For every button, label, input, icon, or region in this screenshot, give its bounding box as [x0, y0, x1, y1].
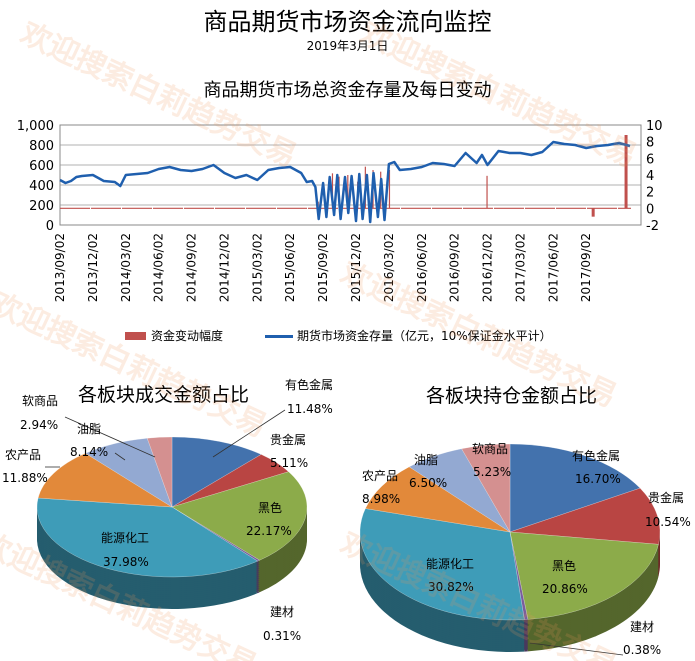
pie-slice	[359, 508, 525, 621]
pie-slice	[36, 497, 259, 578]
pie-slice	[509, 443, 641, 533]
x-tick-label: 2017/03/02	[513, 233, 527, 302]
pie1-label-name: 建材	[270, 605, 295, 619]
pie2-label-value: 6.50%	[409, 476, 448, 490]
x-tick-label: 2013/12/02	[86, 233, 100, 302]
y-right-tick-label: 0	[646, 202, 654, 217]
pie2-label-value: 8.98%	[362, 492, 401, 506]
pie1-label-name: 农产品	[5, 448, 42, 462]
pie1-label-name: 贵金属	[270, 433, 307, 447]
leader-line	[529, 642, 624, 656]
pie-slice	[509, 531, 659, 620]
change-bar	[591, 208, 595, 217]
leader-line	[64, 416, 156, 458]
x-tick-label: 2014/09/02	[185, 233, 199, 302]
line-chart-title: 商品期货市场总资金存量及每日变动	[203, 80, 492, 101]
pie1-label-value: 22.17%	[246, 524, 292, 538]
pie2-label-value: 5.23%	[473, 465, 512, 479]
pie2-label-name: 能源化工	[426, 557, 475, 571]
pie-slice	[171, 471, 308, 561]
pie-slice	[171, 436, 262, 508]
x-tick-label: 2016/06/02	[415, 233, 429, 302]
pie2-label-name: 黑色	[552, 559, 577, 573]
legend-label-line: 期货市场资金存量（亿元，10%保证金水平计）	[297, 329, 552, 343]
pie1-label-name: 油脂	[77, 422, 102, 436]
y-left-tick-label: 1,000	[17, 119, 54, 134]
pie1-label-value: 11.88%	[2, 471, 48, 485]
x-tick-label: 2014/12/02	[217, 233, 231, 302]
pie2-label-name: 有色金属	[572, 449, 621, 463]
x-tick-label: 2017/06/02	[546, 233, 560, 302]
pie-slice	[509, 487, 661, 545]
pie2-chart	[359, 443, 661, 656]
x-tick-label: 2015/12/02	[349, 233, 363, 302]
pie1-label-value: 8.14%	[70, 445, 109, 459]
plot-area	[59, 124, 642, 226]
y-left-tick-label: 0	[46, 219, 54, 234]
y-right-tick-label: 2	[646, 186, 654, 201]
legend-swatch-line	[265, 335, 293, 338]
pie2-label-name: 建材	[630, 620, 655, 634]
pie2-label-value: 30.82%	[428, 580, 474, 594]
pie2-label-name: 贵金属	[648, 491, 685, 505]
pie2-label-value: 10.54%	[645, 515, 691, 529]
y-left-tick-label: 200	[29, 199, 54, 214]
change-bar	[486, 175, 488, 209]
pie2-label-name: 农产品	[362, 469, 399, 483]
legend-label-bar: 资金变动幅度	[151, 329, 224, 343]
y-right-tick-label: 8	[646, 136, 654, 151]
pie1-label-name: 有色金属	[285, 378, 334, 392]
change-bar	[624, 135, 628, 209]
pie1-label-value: 37.98%	[103, 555, 149, 569]
leader-line	[212, 409, 286, 458]
x-tick-label: 2014/03/02	[119, 233, 133, 302]
pie1-label-value: 0.31%	[263, 629, 302, 643]
pie-slice	[461, 443, 511, 533]
pie2-title: 各板块持仓金额占比	[426, 385, 598, 407]
pie1-label-name: 黑色	[258, 501, 283, 515]
pie2-label-value: 16.70%	[575, 472, 621, 486]
pie-slice	[37, 453, 173, 508]
x-tick-label: 2016/12/02	[481, 233, 495, 302]
pie2-label-name: 软商品	[472, 442, 509, 456]
legend-swatch-bar	[125, 332, 146, 340]
leader-line	[114, 452, 126, 461]
pie1-label-name: 软商品	[22, 394, 59, 408]
y-left-tick-label: 400	[29, 179, 54, 194]
y-right-tick-label: -2	[646, 219, 659, 234]
pie1-title: 各板块成交金额占比	[78, 384, 250, 406]
pie1-label-value: 2.94%	[20, 418, 59, 432]
x-tick-label: 2016/03/02	[382, 233, 396, 302]
pie-slice	[146, 436, 173, 508]
y-left-tick-label: 600	[29, 159, 54, 174]
x-tick-label: 2015/09/02	[316, 233, 330, 302]
pie2-label-name: 油脂	[414, 453, 439, 467]
x-tick-label: 2017/09/02	[579, 233, 593, 302]
pie1-label-name: 能源化工	[101, 531, 150, 545]
pie1-label-value: 11.48%	[287, 402, 333, 416]
pie1-chart	[36, 409, 308, 609]
x-tick-label: 2014/06/02	[152, 233, 166, 302]
change-bar	[388, 170, 391, 209]
y-right-tick-label: 10	[646, 119, 663, 134]
fund-stock-line	[59, 140, 631, 224]
x-tick-label: 2016/09/02	[448, 233, 462, 302]
page-title: 商品期货市场资金流向监控	[203, 8, 492, 36]
x-tick-label: 2015/06/02	[283, 233, 297, 302]
change-bar	[347, 175, 349, 209]
pie2-label-value: 0.38%	[623, 643, 662, 657]
x-tick-label: 2015/03/02	[250, 233, 264, 302]
pie1-label-value: 5.11%	[270, 456, 309, 470]
pie2-label-value: 20.86%	[542, 582, 588, 596]
pie-slice	[365, 466, 511, 533]
y-right-tick-label: 4	[646, 169, 654, 184]
x-tick-label: 2013/09/02	[53, 233, 67, 302]
report-date: 2019年3月1日	[306, 39, 389, 53]
y-left-tick-label: 800	[29, 139, 54, 154]
y-right-tick-label: 6	[646, 152, 654, 167]
